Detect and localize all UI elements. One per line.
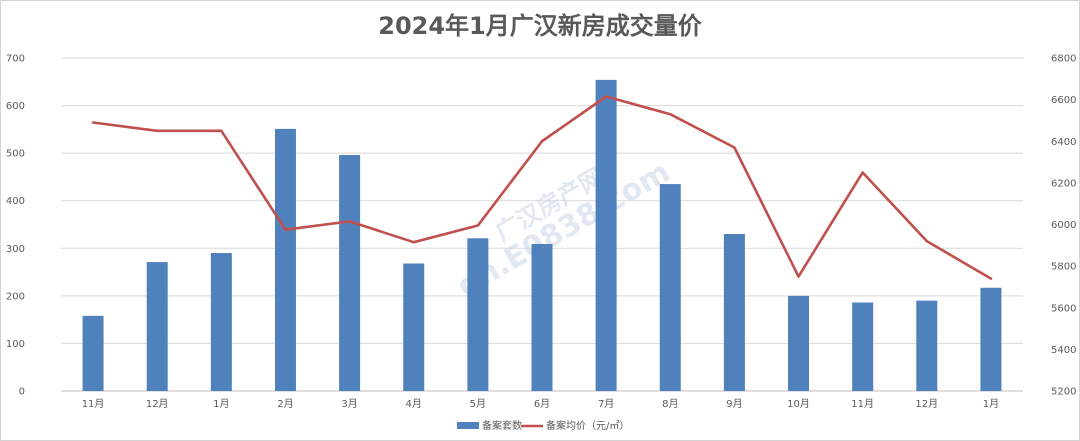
- y-left-tick-label: 100: [6, 339, 25, 350]
- x-tick-label: 10月: [787, 398, 810, 410]
- legend-label-line: 备案均价（元/㎡）: [546, 419, 629, 432]
- y-right-tick-label: 6000: [1051, 220, 1076, 231]
- x-tick-label: 11月: [851, 398, 874, 410]
- x-tick-label: 2月: [277, 398, 293, 410]
- y-left-tick-label: 700: [6, 54, 25, 65]
- x-tick-label: 7月: [598, 398, 614, 410]
- x-tick-label: 6月: [534, 398, 550, 410]
- bar: [210, 253, 232, 391]
- y-left-tick-label: 200: [6, 291, 25, 302]
- legend-label-bars: 备案套数: [482, 419, 522, 432]
- bar: [595, 79, 617, 391]
- x-tick-label: 11月: [82, 398, 105, 410]
- y-left-tick-label: 0: [19, 387, 25, 398]
- x-tick-label: 4月: [406, 398, 422, 410]
- y-axis-left: 0 100 200 300 400 500 600 700: [6, 54, 25, 398]
- x-axis: 11月 12月 1月 2月 3月 4月 5月 6月 7月 8月 9月 10月 11月 12月 1月: [82, 398, 999, 410]
- chart-title: 2024年1月广汉新房成交量价: [378, 12, 702, 40]
- bar: [531, 244, 553, 391]
- y-right-tick-label: 6800: [1051, 54, 1076, 65]
- y-left-tick-label: 600: [6, 101, 25, 112]
- x-tick-label: 5月: [470, 398, 486, 410]
- bar: [467, 238, 489, 391]
- x-tick-label: 8月: [662, 398, 678, 410]
- x-tick-label: 9月: [726, 398, 742, 410]
- legend-swatch-bars: [457, 422, 479, 429]
- y-right-tick-label: 6400: [1051, 137, 1076, 148]
- bar: [980, 287, 1002, 391]
- bar-series: [82, 79, 1002, 391]
- bar: [659, 184, 681, 391]
- bar: [274, 128, 296, 391]
- y-right-tick-label: 6600: [1051, 95, 1076, 106]
- bar: [788, 295, 810, 391]
- bar: [339, 155, 361, 391]
- x-tick-label: 3月: [341, 398, 357, 410]
- y-left-tick-label: 400: [6, 196, 25, 207]
- y-left-tick-label: 300: [6, 244, 25, 255]
- x-tick-label: 1月: [983, 398, 999, 410]
- bar: [852, 302, 874, 391]
- y-axis-right: 5200 5400 5600 5800 6000 6200 6400 6600 6800: [1051, 54, 1076, 398]
- bar: [723, 234, 745, 391]
- line-series: [91, 95, 993, 280]
- y-right-tick-label: 5800: [1051, 262, 1076, 273]
- y-right-tick-label: 5400: [1051, 345, 1076, 356]
- y-right-tick-label: 5600: [1051, 303, 1076, 314]
- y-right-tick-label: 5200: [1051, 387, 1076, 398]
- x-tick-label: 12月: [146, 398, 169, 410]
- y-right-tick-label: 6200: [1051, 178, 1076, 189]
- bar: [82, 315, 104, 391]
- bar: [916, 300, 938, 391]
- bar: [146, 262, 168, 391]
- x-tick-label: 12月: [915, 398, 938, 410]
- legend: 备案套数 备案均价（元/㎡）: [457, 419, 629, 432]
- bar: [403, 263, 425, 391]
- x-tick-label: 1月: [213, 398, 229, 410]
- y-left-tick-label: 500: [6, 149, 25, 160]
